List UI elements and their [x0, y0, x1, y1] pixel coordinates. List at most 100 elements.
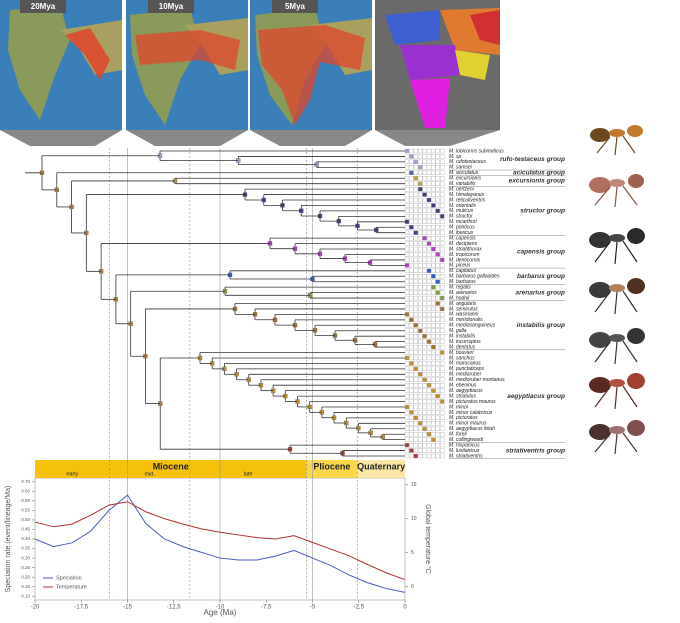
trait-cell	[413, 279, 418, 284]
trait-cell	[409, 437, 414, 442]
tip-label: M. hispanicus	[449, 442, 480, 448]
trait-cell	[426, 437, 432, 442]
trait-cell	[426, 399, 432, 404]
trait-cell	[431, 241, 436, 246]
trait-cell	[435, 421, 440, 426]
trait-cell	[418, 404, 423, 410]
trait-cell	[422, 148, 427, 154]
trait-cell	[404, 290, 410, 295]
trait-cell	[426, 279, 432, 284]
trait-cell	[404, 170, 410, 175]
trait-cell	[426, 404, 432, 410]
trait-cell	[418, 388, 423, 393]
trait-cell	[435, 372, 440, 377]
y-tick-label: 0.35	[21, 546, 30, 551]
trait-cell	[435, 208, 440, 214]
trait-cell	[409, 404, 414, 410]
tip-label: M. mediosanguineus	[449, 323, 496, 329]
trait-cell	[431, 393, 436, 399]
trait-cell	[440, 432, 445, 437]
x-tick-label: -15	[123, 605, 132, 611]
trait-cell	[426, 219, 432, 224]
trait-cell	[435, 312, 440, 317]
trait-cell	[440, 257, 445, 263]
trait-cell	[409, 274, 414, 279]
trait-cell	[413, 306, 418, 312]
tip-label: M. striativentris	[449, 453, 483, 459]
map-region	[470, 10, 500, 45]
trait-cell	[422, 323, 427, 328]
tip-label: M. barbarus	[449, 279, 476, 285]
trait-cell	[418, 274, 423, 279]
y-tick-label: 0.45	[21, 527, 30, 532]
trait-cell	[404, 208, 410, 214]
trait-cell	[422, 393, 427, 399]
trait-cell	[404, 285, 410, 290]
trait-cell	[422, 246, 427, 252]
x-tick-label: -20	[31, 605, 40, 611]
trait-cell	[404, 410, 410, 415]
trait-cell	[431, 295, 436, 301]
trait-cell	[409, 181, 414, 186]
group-label: barbarus group	[517, 273, 565, 280]
trait-cell	[409, 442, 414, 448]
trait-cell	[426, 154, 432, 159]
trait-cell	[418, 290, 423, 295]
trait-cell	[422, 355, 427, 361]
trait-cell	[413, 301, 418, 306]
trait-cell	[435, 361, 440, 366]
trait-cell	[440, 274, 445, 279]
map-connector	[250, 130, 372, 146]
trait-cell	[431, 388, 436, 393]
trait-cell	[404, 230, 410, 235]
y-tick-label: 0.50	[21, 517, 30, 522]
map-panels: 20Mya 10Mya 5Mya	[0, 0, 500, 146]
trait-cell	[409, 246, 414, 252]
trait-cell	[440, 268, 445, 273]
trait-cell	[409, 301, 414, 306]
trait-cell	[418, 197, 423, 203]
trait-cell	[409, 377, 414, 382]
trait-cell	[426, 148, 432, 154]
trait-cell	[440, 285, 445, 290]
x-axis-label: Age (Ma)	[204, 608, 237, 617]
trait-cell	[435, 344, 440, 350]
trait-cell	[413, 361, 418, 366]
trait-cell	[440, 192, 445, 197]
trait-cell	[440, 203, 445, 208]
trait-cell	[431, 306, 436, 312]
trait-cell	[409, 165, 414, 170]
trait-cell	[409, 159, 414, 165]
trait-cell	[409, 203, 414, 208]
trait-cell	[440, 246, 445, 252]
trait-cell	[431, 181, 436, 186]
trait-cell	[422, 415, 427, 421]
trait-cell	[413, 290, 418, 295]
tip-label: M. himalayanus	[449, 192, 485, 198]
trait-cell	[426, 334, 432, 339]
trait-cell	[422, 235, 427, 241]
trait-cell	[440, 148, 445, 154]
trait-cell	[422, 421, 427, 426]
trait-cell	[431, 148, 436, 154]
trait-cell	[435, 426, 440, 431]
group-label: aegyptiacus group	[507, 393, 565, 400]
trait-cell	[404, 328, 410, 333]
trait-cell	[431, 410, 436, 415]
trait-cell	[435, 219, 440, 224]
trait-cell	[435, 339, 440, 344]
trait-cell	[422, 252, 427, 257]
trait-cell	[413, 252, 418, 257]
trait-cell	[409, 355, 414, 361]
trait-cell	[426, 328, 432, 333]
tip-label: M. oertzeni	[449, 186, 475, 192]
trait-cell	[422, 437, 427, 442]
x-tick-label: -7,5	[261, 605, 272, 611]
trait-cell	[404, 257, 410, 263]
trait-cell	[413, 415, 418, 421]
trait-cell	[404, 159, 410, 165]
trait-cell	[422, 350, 427, 355]
trait-cell	[431, 246, 436, 252]
trait-cell	[418, 208, 423, 214]
trait-cell	[422, 165, 427, 170]
